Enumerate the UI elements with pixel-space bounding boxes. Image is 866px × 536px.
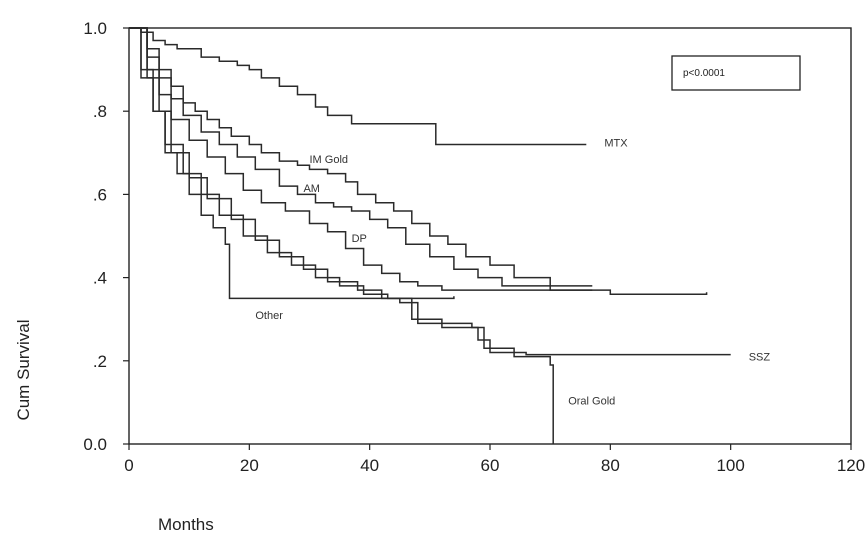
y-tick-label: .4 (93, 269, 107, 288)
series-line-dp (129, 27, 708, 295)
x-tick-label: 20 (240, 456, 259, 475)
series-labels: MTX IM Gold AM DP Other SSZ Oral Gold (255, 137, 770, 407)
y-tick-label: .8 (93, 102, 107, 121)
x-axis-label: Months (158, 515, 214, 534)
x-tick-label: 100 (716, 456, 744, 475)
series-layer (129, 27, 731, 444)
series-label-oral-gold: Oral Gold (568, 395, 615, 407)
x-tick-label: 120 (837, 456, 865, 475)
series-label-ssz: SSZ (749, 352, 771, 364)
x-tick-label: 0 (124, 456, 133, 475)
y-axis-label: Cum Survival (14, 319, 33, 420)
y-tick-label: .2 (93, 352, 107, 371)
series-line-im-gold (129, 27, 593, 287)
x-axis: 0 20 40 60 80 100 120 (124, 444, 865, 475)
series-label-other: Other (255, 310, 283, 322)
series-label-am: AM (303, 183, 320, 195)
series-line-ssz (129, 27, 731, 356)
y-tick-label: 1.0 (83, 19, 107, 38)
series-line-am (129, 27, 593, 291)
y-axis: 0.0 .2 .4 .6 .8 1.0 (83, 19, 129, 454)
series-line-oral-gold (129, 27, 554, 444)
y-tick-label: 0.0 (83, 435, 107, 454)
p-value-box: p<0.0001 (671, 55, 801, 91)
x-tick-label: 40 (360, 456, 379, 475)
series-line-mtx (129, 27, 587, 146)
p-value-text: p<0.0001 (683, 68, 725, 79)
series-label-im-gold: IM Gold (310, 154, 349, 166)
x-tick-label: 60 (481, 456, 500, 475)
y-tick-label: .6 (93, 185, 107, 204)
series-label-dp: DP (352, 233, 367, 245)
p-value-frame (671, 55, 801, 91)
series-label-mtx: MTX (604, 137, 628, 149)
x-tick-label: 80 (601, 456, 620, 475)
